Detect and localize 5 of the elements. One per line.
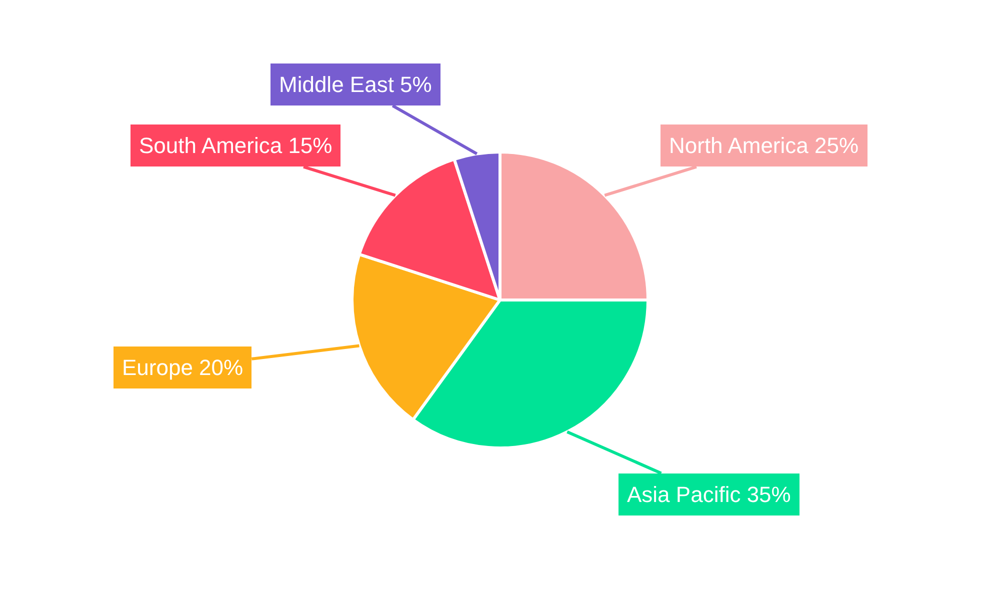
slice-label: North America 25% <box>669 133 859 158</box>
slice-label: Asia Pacific 35% <box>627 482 791 507</box>
slice-label: Middle East 5% <box>279 72 432 97</box>
slice-label: Europe 20% <box>122 355 244 380</box>
slice-label: South America 15% <box>139 133 332 158</box>
